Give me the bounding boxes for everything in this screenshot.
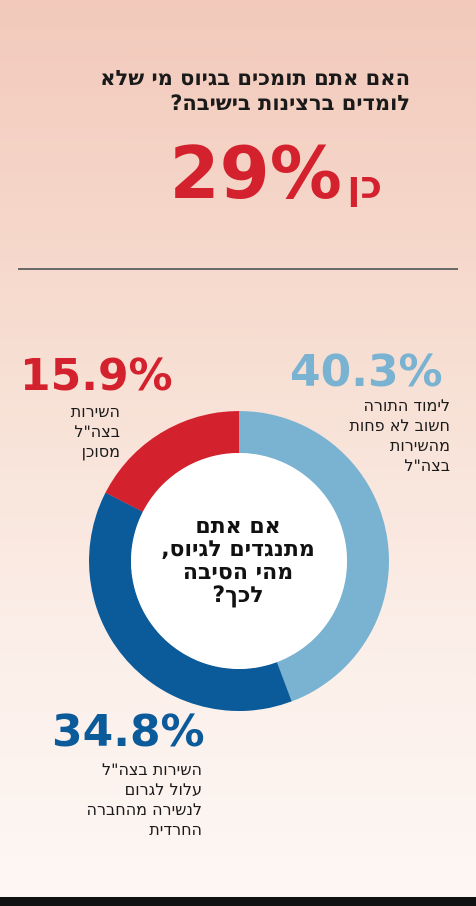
slice-label-torah-line: מהשירות [389,436,450,455]
answer-block: כן 29% [160,133,390,225]
slice-value-torah: 40.3% [290,346,443,397]
slice-label-dropout-line: השירות בצה"ל [101,760,202,779]
donut-hole [131,453,347,669]
slice-torah [239,411,390,702]
slice-label-torah-line: חשוב לא פחות [349,416,450,435]
slice-label-dropout-line: לנשירה מהחברה [86,800,203,819]
slice-value-dangerous: 15.9% [20,350,173,401]
center-question-line: לכך? [212,583,264,608]
center-question-line: מהי הסיבה [182,560,294,585]
answer-word: כן [347,163,382,207]
slice-label-torah-line: לימוד התורה [363,396,450,415]
slice-label-torah-line: בצה"ל [404,456,450,475]
question-line-2: לומדים ברצינות בישיבה? [170,91,410,115]
slice-label-dropout-line: עלול לגרום [124,780,202,799]
question-title: האם אתם תומכים בגיוס מי שלא לומדים ברצינ… [40,66,410,116]
slice-label-dangerous-line: מסוכן [81,442,120,461]
slice-label-dropout-line: החרדית [149,820,202,839]
center-question: אם אתם מתנגדים לגיוס, מהי הסיבה לכך? [140,515,336,607]
slice-label-dangerous-line: השירות [70,402,120,421]
slice-label-dropout: השירות בצה"ל עלול לגרום לנשירה מהחברה הח… [40,760,203,840]
slice-label-torah: לימוד התורה חשוב לא פחות מהשירות בצה"ל [300,396,450,476]
slice-value-dropout: 34.8% [52,706,205,757]
center-question-line: מתנגדים לגיוס, [161,537,315,562]
slice-dropout [88,492,292,712]
center-question-line: אם אתם [195,514,281,539]
question-line-1: האם אתם תומכים בגיוס מי שלא [100,66,410,90]
bottom-bar [0,897,476,906]
slice-label-dangerous: השירות בצה"ל מסוכן [20,402,120,462]
answer-percent: 29% [169,131,342,215]
slice-label-dangerous-line: בצה"ל [74,422,120,441]
slice-dangerous [105,411,239,512]
divider [18,268,458,270]
